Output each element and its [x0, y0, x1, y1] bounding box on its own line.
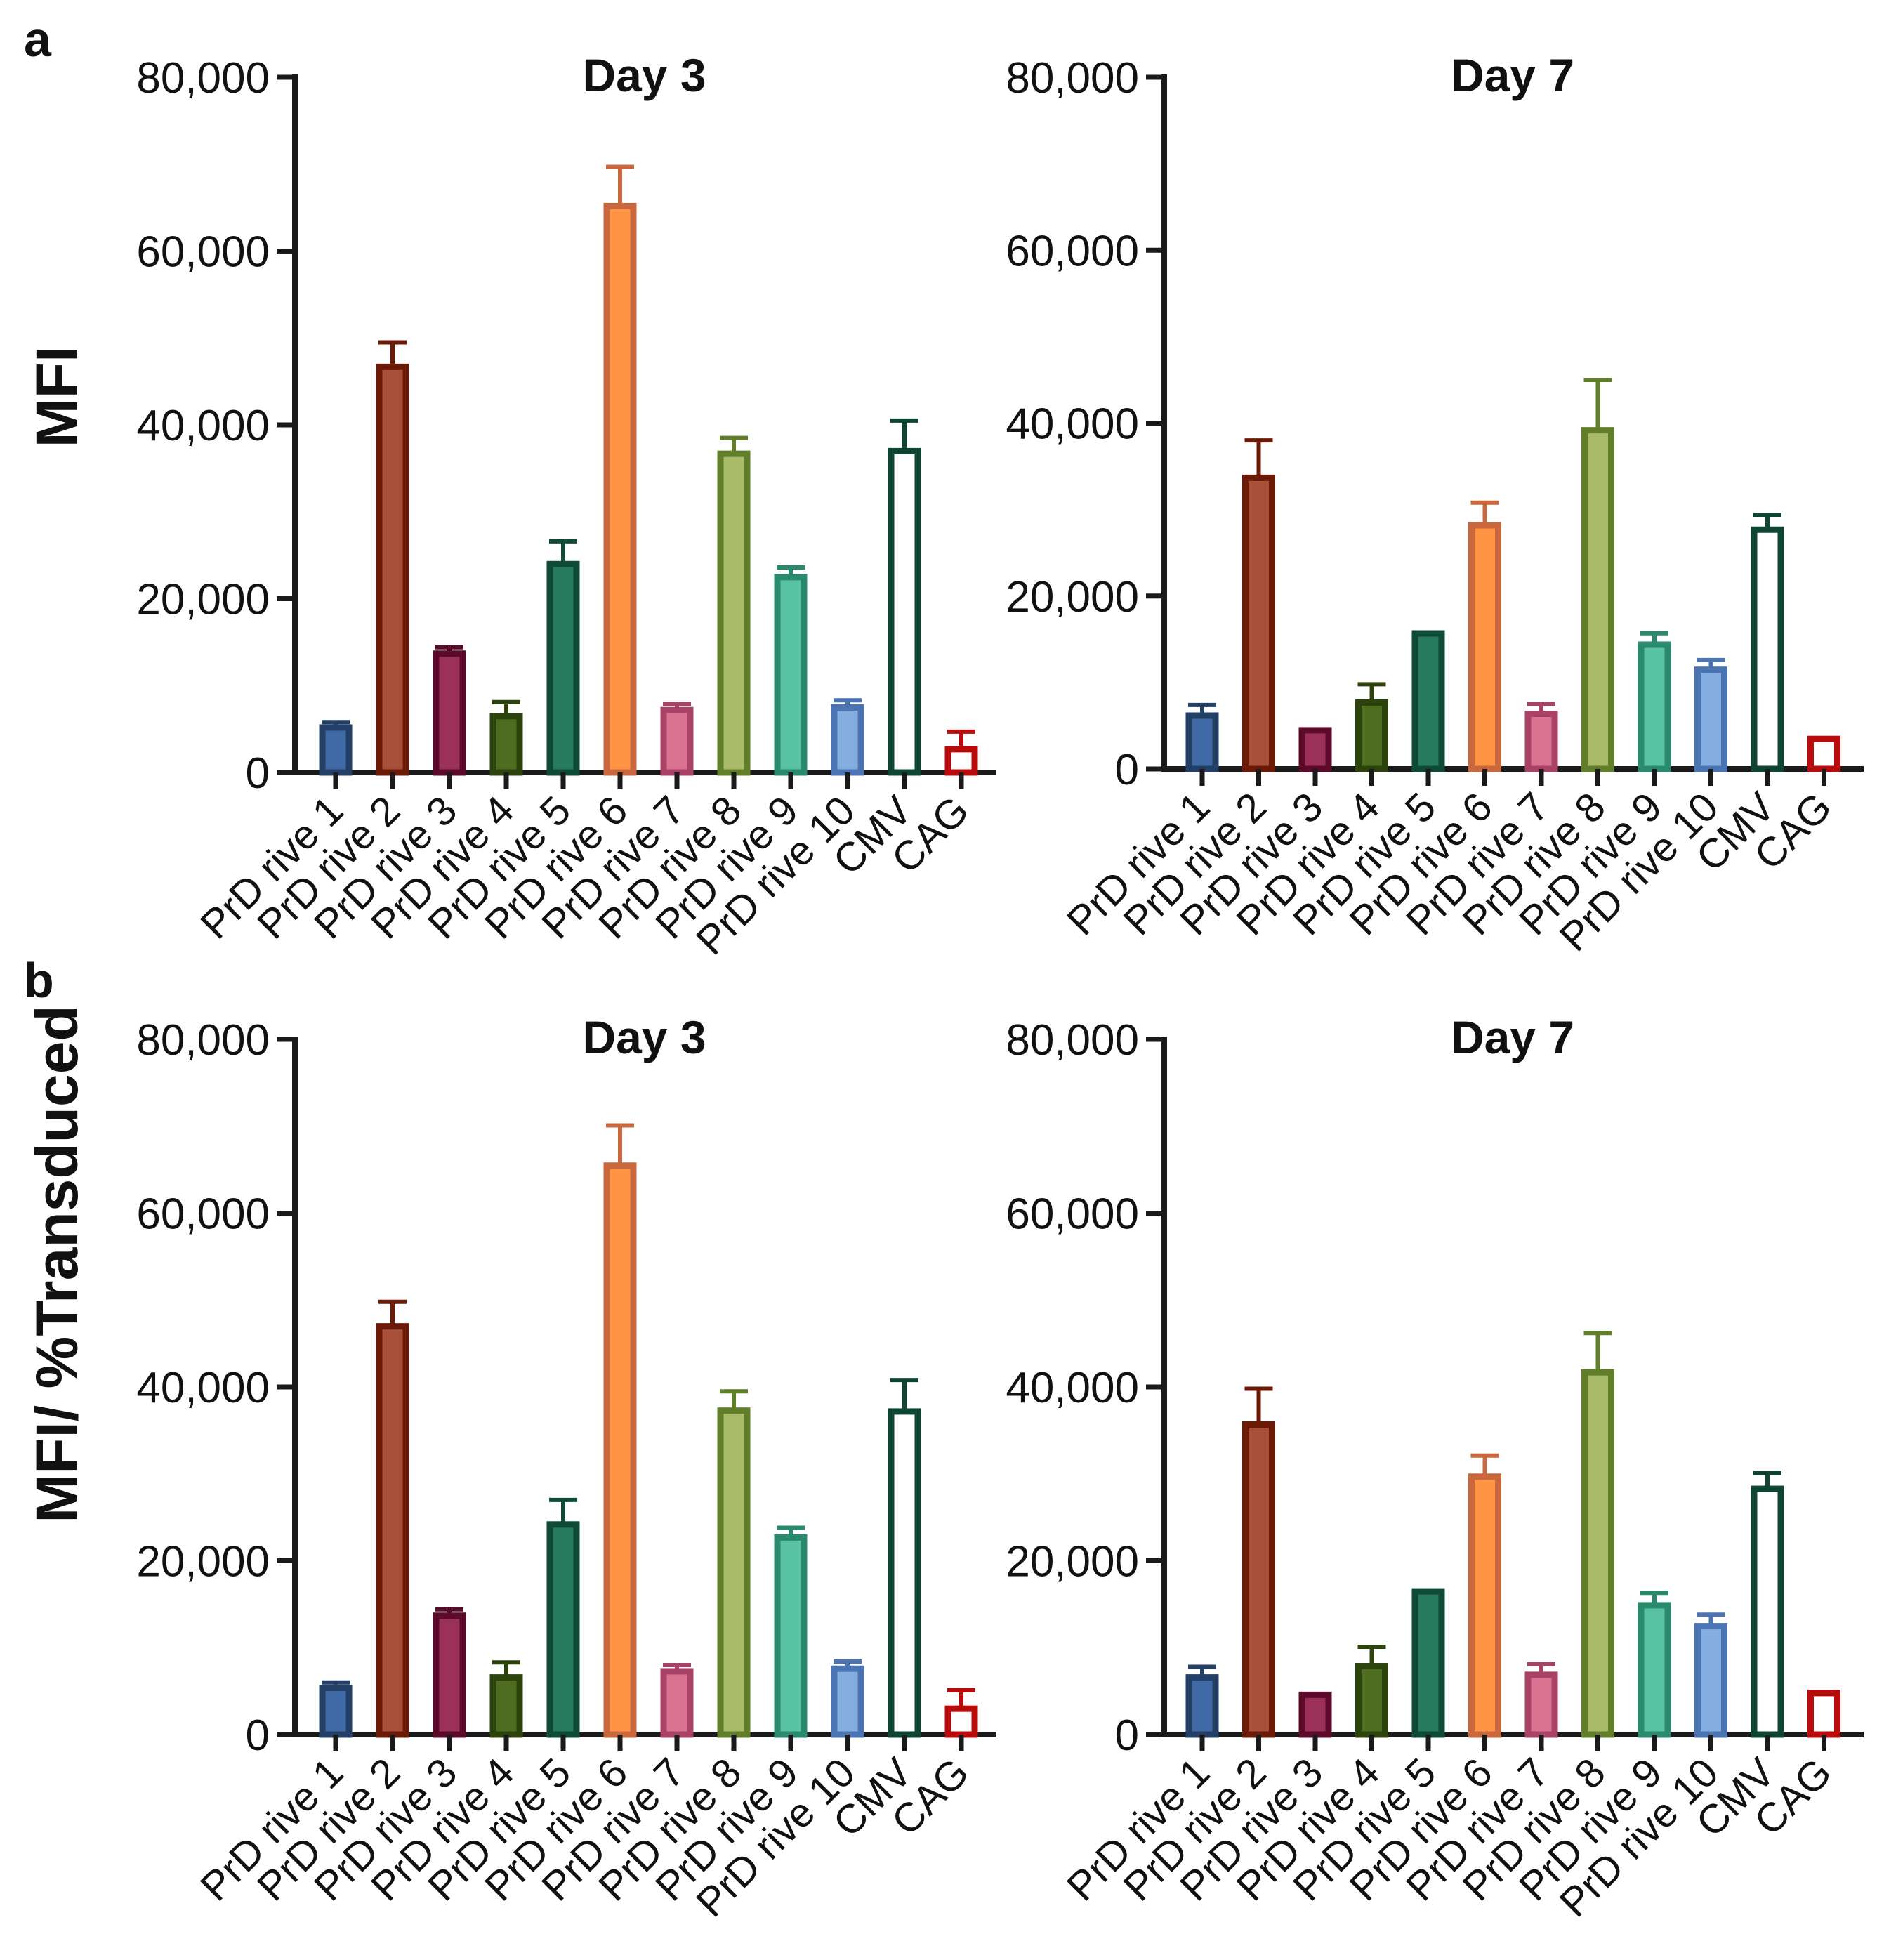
ylabel-b: MFI/ %Transduced — [24, 1005, 90, 1522]
chart-title: Day 3 — [582, 1011, 706, 1063]
bar — [489, 1674, 523, 1738]
bar — [1694, 666, 1727, 772]
bar — [376, 363, 409, 776]
y-tick-label: 20,000 — [1006, 1538, 1139, 1586]
bar — [1355, 699, 1388, 772]
bar — [944, 1705, 978, 1738]
bar — [1468, 1473, 1501, 1738]
y-tick-label: 20,000 — [136, 1538, 270, 1586]
bar — [1242, 1421, 1275, 1738]
bar — [1751, 1485, 1784, 1738]
bar — [1185, 1674, 1219, 1738]
bar — [944, 746, 978, 776]
bar — [660, 706, 694, 776]
y-tick-label: 20,000 — [1006, 573, 1139, 621]
ylabel-a: MFI — [24, 346, 90, 448]
bar — [831, 1665, 864, 1738]
bar — [603, 202, 637, 776]
bar — [603, 1162, 637, 1738]
bar — [1411, 630, 1445, 772]
bar — [1694, 1623, 1727, 1738]
bar — [1185, 712, 1219, 772]
chart-title: Day 3 — [582, 49, 706, 101]
bar — [1298, 727, 1332, 772]
panel-letter-b: b — [24, 953, 54, 1008]
bar — [546, 560, 580, 776]
y-tick-label: 80,000 — [136, 54, 270, 103]
y-tick-label: 0 — [1115, 1711, 1139, 1760]
bar — [774, 1534, 808, 1738]
y-tick-label: 20,000 — [136, 576, 270, 624]
bar — [376, 1323, 409, 1738]
y-tick-label: 60,000 — [1006, 1190, 1139, 1239]
y-tick-label: 0 — [246, 1711, 270, 1760]
bar — [319, 724, 353, 776]
panel-letter-a: a — [24, 12, 52, 67]
bar — [1638, 641, 1671, 772]
y-tick-label: 80,000 — [1006, 1016, 1139, 1065]
bar — [1638, 1602, 1671, 1738]
y-tick-label: 0 — [1115, 746, 1139, 794]
bar — [1242, 474, 1275, 772]
bar — [433, 1612, 466, 1738]
bar — [1581, 1369, 1614, 1738]
bar — [1807, 735, 1840, 772]
bar — [888, 447, 921, 776]
y-tick-label: 60,000 — [136, 1190, 270, 1239]
bar — [1411, 1588, 1445, 1738]
bar — [1355, 1663, 1388, 1738]
bar — [1807, 1690, 1840, 1738]
bar — [319, 1684, 353, 1738]
bar — [660, 1668, 694, 1738]
bar — [717, 1407, 751, 1738]
chart-title: Day 7 — [1451, 49, 1574, 101]
y-tick-label: 0 — [246, 749, 270, 798]
y-tick-label: 40,000 — [1006, 1364, 1139, 1412]
y-tick-label: 60,000 — [1006, 227, 1139, 275]
bar — [546, 1521, 580, 1738]
bar — [888, 1408, 921, 1738]
bar — [831, 704, 864, 776]
bar — [433, 650, 466, 776]
y-tick-label: 40,000 — [136, 1364, 270, 1412]
bar — [1581, 427, 1614, 772]
bar — [489, 713, 523, 776]
y-tick-label: 40,000 — [1006, 400, 1139, 449]
bar — [774, 574, 808, 776]
y-tick-label: 80,000 — [136, 1016, 270, 1065]
bar — [717, 450, 751, 776]
bar — [1751, 526, 1784, 772]
bar — [1468, 522, 1501, 772]
chart-title: Day 7 — [1451, 1011, 1574, 1063]
y-tick-label: 80,000 — [1006, 54, 1139, 103]
bar — [1524, 711, 1558, 772]
y-tick-label: 60,000 — [136, 228, 270, 277]
bar — [1298, 1691, 1332, 1738]
y-tick-label: 40,000 — [136, 402, 270, 450]
bar — [1524, 1671, 1558, 1738]
